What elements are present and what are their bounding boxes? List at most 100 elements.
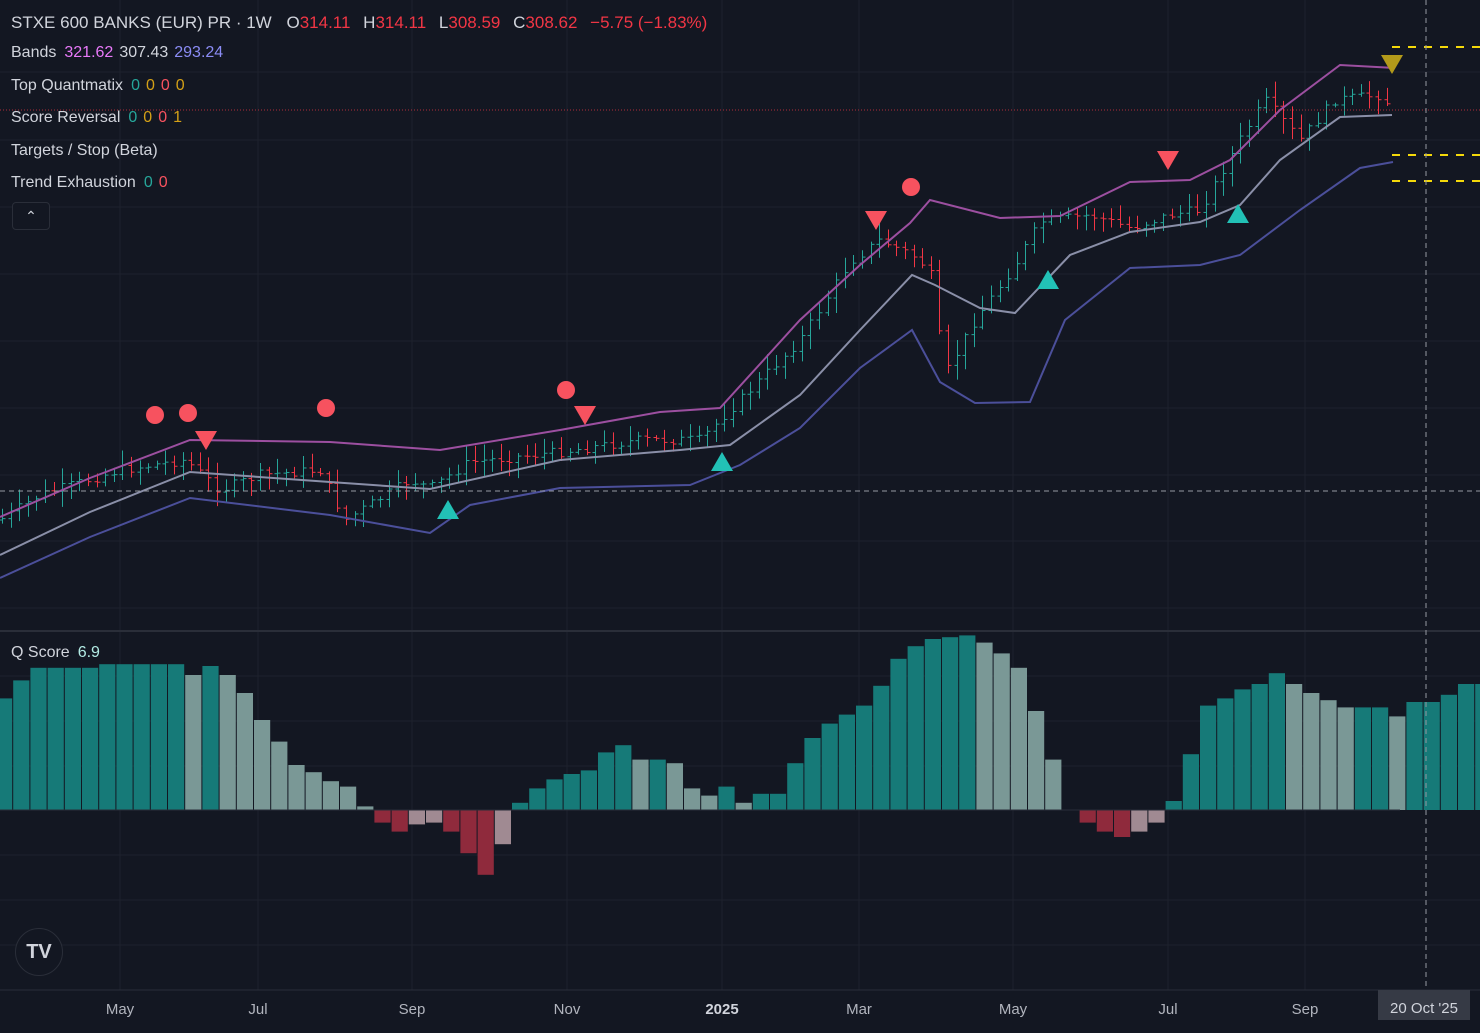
time-axis-label: Mar <box>846 1001 872 1018</box>
qscore-bar <box>1354 707 1371 810</box>
qscore-bar <box>1372 707 1389 810</box>
sell-triangle-icon <box>865 211 887 230</box>
qscore-bar <box>1200 705 1217 810</box>
symbol-title[interactable]: STXE 600 BANKS (EUR) PR · 1W <box>11 13 272 32</box>
qscore-bar <box>1114 810 1131 837</box>
qscore-bar <box>254 720 271 810</box>
qscore-bar <box>1251 684 1268 810</box>
qscore-bar <box>563 774 580 810</box>
qscore-bar <box>512 802 529 810</box>
qscore-bar <box>752 793 769 810</box>
qscore-bar <box>718 786 735 810</box>
indicator-legend[interactable]: Top Quantmatix 0 0 0 0 <box>11 76 191 96</box>
qscore-bar <box>1182 754 1199 810</box>
qscore-bar <box>47 667 64 810</box>
indicator-value: 0 <box>158 109 168 126</box>
qscore-histogram <box>0 635 1480 875</box>
qscore-bar <box>82 667 99 810</box>
time-axis-label: Sep <box>1291 1001 1319 1018</box>
qscore-bar <box>1096 810 1113 832</box>
qscore-bar <box>993 653 1010 810</box>
indicator-value: 293.24 <box>174 44 224 61</box>
qscore-bar <box>494 810 511 845</box>
qscore-bar <box>477 810 494 875</box>
open-value: 314.11 <box>299 13 351 32</box>
indicator-value: 0 <box>145 77 155 94</box>
qscore-bar <box>236 693 253 810</box>
qscore-bar <box>374 810 391 823</box>
indicator-value: 0 <box>160 77 170 94</box>
indicator-value: 0 <box>131 77 140 94</box>
chart-grid <box>0 0 1480 990</box>
signal-markers <box>146 55 1403 519</box>
candles <box>0 81 1391 528</box>
indicator-value: 0 <box>143 174 153 191</box>
qscore-bar <box>288 765 305 810</box>
indicator-name: Targets / Stop (Beta) <box>11 142 158 159</box>
qscore-bar <box>924 639 941 810</box>
high-value: 314.11 <box>375 13 427 32</box>
change-value: −5.75 (−1.83%) <box>590 13 708 32</box>
qscore-bar <box>890 658 907 810</box>
qscore-bar <box>426 810 443 823</box>
qscore-bar <box>632 759 649 810</box>
indicator-legend[interactable]: Score Reversal 0 0 0 1 <box>11 108 188 128</box>
qscore-bar <box>856 705 873 810</box>
qscore-bar <box>580 770 597 810</box>
qscore-bar <box>357 806 374 810</box>
qscore-bar <box>1286 684 1303 810</box>
qscore-bar <box>133 664 150 810</box>
symbol-legend: STXE 600 BANKS (EUR) PR · 1W O314.11 H31… <box>11 13 708 32</box>
qscore-bar <box>1010 667 1027 810</box>
qscore-bar <box>116 664 133 810</box>
indicator-name: Top Quantmatix <box>11 77 124 94</box>
qscore-bar <box>821 723 838 810</box>
qscore-legend: Q Score 6.9 <box>11 643 106 663</box>
qscore-bar <box>1045 759 1062 810</box>
qscore-bar <box>959 635 976 810</box>
indicator-legend[interactable]: Targets / Stop (Beta) <box>11 141 166 161</box>
qscore-name[interactable]: Q Score <box>11 644 70 661</box>
qscore-bar <box>1389 716 1406 810</box>
qscore-bar <box>340 786 357 810</box>
qscore-bar <box>1028 711 1045 810</box>
crosshair-date-label: 20 Oct '25 <box>1378 990 1470 1020</box>
close-value: 308.62 <box>525 13 578 32</box>
qscore-bar <box>598 752 615 810</box>
qscore-bar <box>907 646 924 810</box>
indicator-legend[interactable]: Bands 321.62 307.43 293.24 <box>11 43 229 63</box>
indicator-value: 0 <box>143 109 153 126</box>
trend-exhaustion-dot <box>557 381 575 399</box>
qscore-bar <box>1148 810 1165 823</box>
qscore-bar <box>976 642 993 810</box>
qscore-bar <box>529 788 546 810</box>
indicator-value: 0 <box>175 77 185 94</box>
indicator-name: Score Reversal <box>11 109 121 126</box>
qscore-bar <box>873 685 890 810</box>
qscore-bar <box>838 714 855 810</box>
qscore-bar <box>546 779 563 810</box>
band-lower-line <box>0 161 1394 579</box>
qscore-bar <box>30 667 47 810</box>
qscore-bar <box>701 795 718 810</box>
qscore-bar <box>1165 801 1182 810</box>
qscore-bar <box>1217 698 1234 810</box>
low-value: 308.59 <box>448 13 501 32</box>
qscore-bar <box>219 675 236 810</box>
sell-triangle-icon <box>574 406 596 425</box>
indicator-value: 0 <box>158 174 168 191</box>
qscore-bar <box>150 664 167 810</box>
indicator-value: 321.62 <box>64 44 114 61</box>
indicator-name: Bands <box>11 44 57 61</box>
trend-exhaustion-dot <box>179 404 197 422</box>
qscore-bar <box>649 759 666 810</box>
qscore-bar <box>1303 693 1320 810</box>
indicator-value: 1 <box>173 109 182 126</box>
tradingview-logo[interactable]: TV <box>15 928 63 976</box>
qscore-bar <box>64 667 81 810</box>
collapse-legend-button[interactable]: ⌃ <box>12 202 50 230</box>
time-axis-label: May <box>105 1001 135 1018</box>
indicator-legend[interactable]: Trend Exhaustion 0 0 <box>11 173 174 193</box>
trend-exhaustion-dot <box>902 178 920 196</box>
